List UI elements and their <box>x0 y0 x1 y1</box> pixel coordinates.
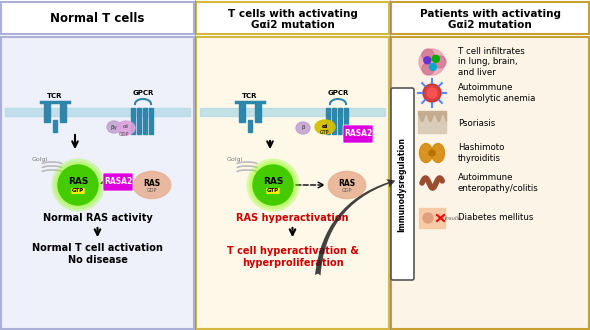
FancyBboxPatch shape <box>103 173 133 191</box>
Text: Diabetes mellitus: Diabetes mellitus <box>458 214 533 222</box>
Circle shape <box>249 161 297 209</box>
Text: GTP: GTP <box>72 188 84 193</box>
Ellipse shape <box>315 120 335 134</box>
Text: Golgi: Golgi <box>32 157 48 162</box>
FancyBboxPatch shape <box>1 2 194 34</box>
Circle shape <box>429 150 435 156</box>
FancyBboxPatch shape <box>391 2 589 34</box>
Text: Patients with activating: Patients with activating <box>419 9 560 19</box>
Bar <box>239 102 245 122</box>
Bar <box>60 102 66 122</box>
Text: RAS: RAS <box>339 179 356 187</box>
Text: Gαi2 mutation: Gαi2 mutation <box>251 20 335 30</box>
Text: T cell hyperactivation &
hyperproliferation: T cell hyperactivation & hyperproliferat… <box>227 246 358 268</box>
Bar <box>44 102 50 122</box>
Text: TCR: TCR <box>242 93 258 99</box>
Ellipse shape <box>133 171 171 199</box>
Circle shape <box>423 213 433 223</box>
Text: GPCR: GPCR <box>327 90 349 96</box>
Bar <box>53 120 57 132</box>
Circle shape <box>422 63 434 75</box>
Ellipse shape <box>117 121 135 135</box>
Circle shape <box>56 163 100 207</box>
FancyBboxPatch shape <box>1 37 194 329</box>
Text: GDP: GDP <box>119 131 129 137</box>
Bar <box>326 108 330 134</box>
Text: GPCR: GPCR <box>132 90 153 96</box>
Text: Autoimmune
enteropathy/colitis: Autoimmune enteropathy/colitis <box>458 173 539 193</box>
FancyBboxPatch shape <box>196 2 389 34</box>
Text: GTP: GTP <box>320 129 330 135</box>
Text: βγ: βγ <box>111 124 117 129</box>
Text: RAS: RAS <box>263 177 283 185</box>
Text: T cell infiltrates
in lung, brain,
and liver: T cell infiltrates in lung, brain, and l… <box>458 47 525 77</box>
Bar <box>248 120 252 132</box>
Text: T cells with activating: T cells with activating <box>228 9 358 19</box>
Circle shape <box>52 159 104 211</box>
Text: Hashimoto
thyroiditis: Hashimoto thyroiditis <box>458 143 504 163</box>
Circle shape <box>251 163 295 207</box>
Text: RASA2: RASA2 <box>104 178 132 186</box>
Ellipse shape <box>419 144 432 162</box>
FancyBboxPatch shape <box>343 125 373 143</box>
Bar <box>344 108 348 134</box>
Bar <box>200 108 385 116</box>
Text: Golgi: Golgi <box>227 157 243 162</box>
Bar <box>131 108 135 134</box>
Bar <box>332 108 336 134</box>
FancyBboxPatch shape <box>196 37 389 329</box>
Text: Immunodysregulation: Immunodysregulation <box>398 137 407 232</box>
Bar <box>419 208 445 228</box>
Bar <box>137 108 141 134</box>
Text: RAS hyperactivation: RAS hyperactivation <box>236 213 349 223</box>
Bar <box>5 108 190 116</box>
Bar <box>418 113 446 133</box>
Text: RAS: RAS <box>143 179 160 187</box>
Text: Psoriasis: Psoriasis <box>458 118 495 127</box>
Text: GTP: GTP <box>267 188 279 193</box>
Circle shape <box>422 49 434 61</box>
Bar <box>149 108 153 134</box>
Circle shape <box>427 88 437 98</box>
FancyBboxPatch shape <box>391 88 414 280</box>
Bar <box>255 102 261 122</box>
Ellipse shape <box>107 121 121 133</box>
Circle shape <box>419 49 445 75</box>
Circle shape <box>423 84 441 102</box>
Circle shape <box>247 159 299 211</box>
Text: Normal RAS activity: Normal RAS activity <box>42 213 152 223</box>
Bar <box>338 108 342 134</box>
Text: Normal T cells: Normal T cells <box>50 12 145 24</box>
Text: αi: αi <box>123 124 129 129</box>
Ellipse shape <box>296 122 310 134</box>
Ellipse shape <box>431 144 444 162</box>
Circle shape <box>432 55 440 62</box>
Circle shape <box>253 165 293 205</box>
Text: TCR: TCR <box>47 93 63 99</box>
FancyBboxPatch shape <box>391 37 589 329</box>
Ellipse shape <box>328 171 366 199</box>
Circle shape <box>434 56 446 68</box>
Circle shape <box>58 165 98 205</box>
FancyArrowPatch shape <box>315 180 395 276</box>
Text: RASA2: RASA2 <box>344 129 372 139</box>
Circle shape <box>54 161 102 209</box>
Bar <box>143 108 147 134</box>
Text: αi: αi <box>322 123 328 128</box>
Text: RAS: RAS <box>68 177 88 185</box>
Text: Autoimmune
hemolytic anemia: Autoimmune hemolytic anemia <box>458 83 535 103</box>
Text: GDP: GDP <box>147 188 157 193</box>
Circle shape <box>430 63 437 70</box>
Text: β: β <box>301 125 305 130</box>
Text: Normal T cell activation
No disease: Normal T cell activation No disease <box>32 243 163 265</box>
Circle shape <box>424 57 431 64</box>
Text: GDP: GDP <box>342 188 352 193</box>
Text: Gαi2 mutation: Gαi2 mutation <box>448 20 532 30</box>
Text: Insulin: Insulin <box>445 215 463 220</box>
